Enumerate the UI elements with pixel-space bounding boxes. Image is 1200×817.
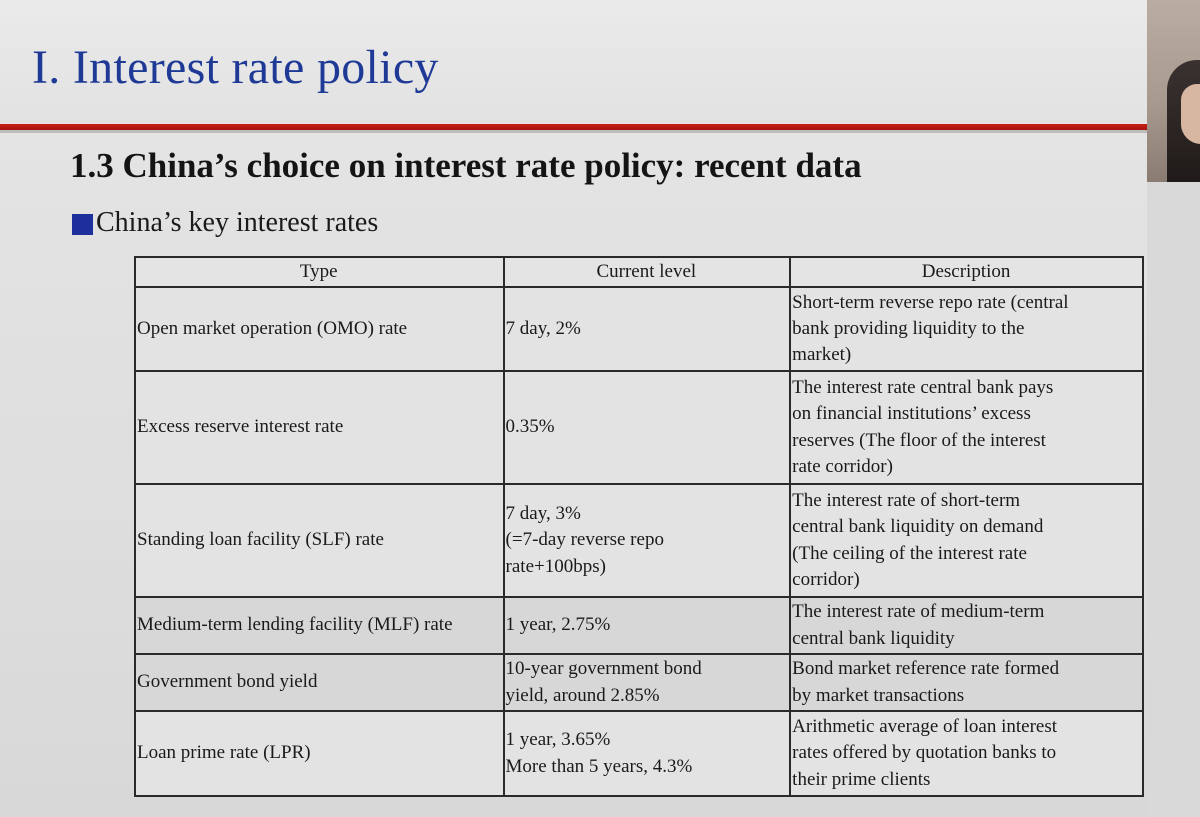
cell-description: The interest rate of medium-term central…	[789, 596, 1144, 655]
cell-level-line: 0.35%	[505, 416, 555, 438]
table-row: Open market operation (OMO) rate 7 day, …	[134, 286, 1144, 372]
table-row: Excess reserve interest rate 0.35% The i…	[134, 370, 1144, 485]
cell-level-line: (=7-day reverse repo	[505, 529, 664, 551]
cell-description: Short-term reverse repo rate (central ba…	[789, 286, 1144, 372]
bullet-text: China’s key interest rates	[96, 207, 379, 238]
cell-level-line: rate+100bps)	[505, 555, 606, 577]
cell-description-line: bank providing liquidity to the	[792, 317, 1025, 339]
cell-level-line: 7 day, 3%	[505, 503, 581, 525]
cell-level-line: 1 year, 2.75%	[505, 614, 611, 636]
presentation-slide: I. Interest rate policy 1.3 China’s choi…	[0, 0, 1147, 817]
cell-level: 0.35%	[502, 370, 792, 485]
title-divider	[0, 124, 1147, 130]
cell-level-line: yield, around 2.85%	[505, 684, 660, 706]
table-row: Loan prime rate (LPR) 1 year, 3.65% More…	[134, 710, 1144, 797]
bullet-item: China’s key interest rates	[72, 209, 378, 237]
cell-level: 1 year, 3.65% More than 5 years, 4.3%	[502, 710, 792, 797]
table-row: Government bond yield 10-year government…	[134, 653, 1144, 712]
section-heading: 1.3 China’s choice on interest rate poli…	[70, 146, 862, 185]
cell-description-line: their prime clients	[792, 768, 931, 790]
title-divider-shadow	[0, 130, 1147, 133]
cell-description-line: rate corridor)	[792, 455, 893, 477]
slide-title: I. Interest rate policy	[32, 41, 439, 94]
cell-type: Standing loan facility (SLF) rate	[134, 483, 505, 598]
header-description: Description	[789, 256, 1144, 288]
cell-description: The interest rate central bank pays on f…	[789, 370, 1144, 485]
cell-description-line: Short-term reverse repo rate (central	[792, 291, 1069, 313]
cell-description-line: reserves (The floor of the interest	[792, 429, 1046, 451]
cell-level: 1 year, 2.75%	[502, 596, 792, 655]
speaker-video-thumbnail	[1147, 0, 1200, 182]
cell-description-line: central bank liquidity on demand	[792, 516, 1044, 538]
cell-description-line: rates offered by quotation banks to	[792, 742, 1057, 764]
table-header-row: Type Current level Description	[134, 256, 1144, 288]
cell-description-line: by market transactions	[792, 684, 965, 706]
header-type: Type	[134, 256, 505, 288]
cell-description-line: The interest rate of medium-term	[792, 601, 1045, 623]
cell-description-line: central bank liquidity	[792, 627, 955, 649]
interest-rates-table: Type Current level Description Open mark…	[134, 256, 1144, 797]
cell-type: Government bond yield	[134, 653, 505, 712]
title-band	[0, 0, 1147, 128]
cell-description-line: Arithmetic average of loan interest	[792, 716, 1058, 738]
cell-level: 7 day, 3% (=7-day reverse repo rate+100b…	[502, 483, 792, 598]
square-bullet-icon	[72, 213, 93, 235]
cell-description-line: corridor)	[792, 568, 860, 590]
cell-level: 7 day, 2%	[502, 286, 792, 372]
cell-level-line: 7 day, 2%	[505, 317, 581, 339]
table-row: Standing loan facility (SLF) rate 7 day,…	[134, 483, 1144, 598]
cell-description-line: on financial institutions’ excess	[792, 403, 1031, 425]
cell-type: Medium-term lending facility (MLF) rate	[134, 596, 505, 655]
cell-description: The interest rate of short-term central …	[789, 483, 1144, 598]
cell-description-line: (The ceiling of the interest rate	[792, 542, 1027, 564]
cell-type: Loan prime rate (LPR)	[134, 710, 505, 797]
cell-type: Open market operation (OMO) rate	[134, 286, 505, 372]
cell-type: Excess reserve interest rate	[134, 370, 505, 485]
cell-level-line: 1 year, 3.65%	[505, 729, 611, 751]
cell-level-line: More than 5 years, 4.3%	[505, 755, 693, 777]
table-row: Medium-term lending facility (MLF) rate …	[134, 596, 1144, 655]
cell-description-line: The interest rate of short-term	[792, 490, 1021, 512]
cell-description: Arithmetic average of loan interest rate…	[789, 710, 1144, 797]
cell-description-line: Bond market reference rate formed	[792, 658, 1060, 680]
header-current-level: Current level	[502, 256, 792, 288]
cell-level: 10-year government bond yield, around 2.…	[502, 653, 792, 712]
cell-level-line: 10-year government bond	[505, 658, 702, 680]
cell-description-line: market)	[792, 344, 852, 366]
video-side-strip	[1147, 182, 1200, 817]
cell-description: Bond market reference rate formed by mar…	[789, 653, 1144, 712]
cell-description-line: The interest rate central bank pays	[792, 377, 1054, 399]
speaker-face	[1181, 84, 1200, 144]
